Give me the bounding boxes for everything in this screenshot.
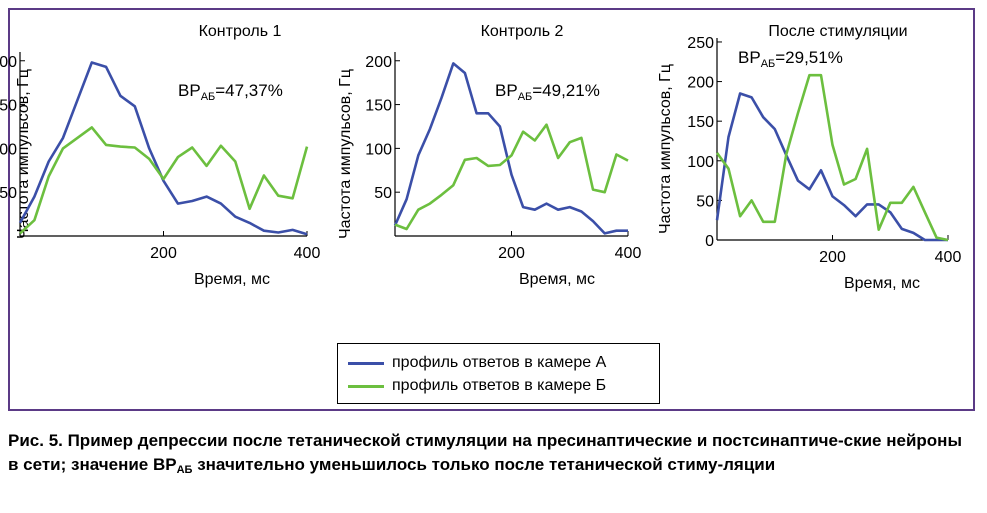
chart2-ytick-label-200: 200 [365, 54, 392, 71]
legend-label-a: профиль ответов в камере А [392, 354, 607, 371]
chart2-series-b-line [394, 123, 629, 231]
legend-swatch-a [348, 361, 384, 365]
chart2-ytick-label-100: 100 [365, 141, 392, 158]
chart2-xtick-label-400: 400 [615, 245, 642, 262]
chart3-ylabel: Частота импульсов, Гц [657, 64, 674, 234]
chart3-ytick-label-200: 200 [687, 75, 714, 92]
chart2-ytick-label-150: 150 [365, 98, 392, 115]
chart2-ytick-label-50: 50 [374, 185, 392, 202]
chart3-xtick-label-400: 400 [935, 249, 962, 266]
legend-item-b: профиль ответов в камере Б [348, 376, 606, 396]
chart2-annotation: ВРАБ=49,21% [495, 81, 600, 103]
legend-label-b: профиль ответов в камере Б [392, 377, 607, 394]
caption-text-1: Рис. 5. Пример депрессии после тетаничес… [8, 431, 962, 474]
caption-subscript: АБ [176, 464, 193, 476]
legend-item-a: профиль ответов в камере А [348, 353, 606, 373]
chart1-title: Контроль 1 [199, 23, 282, 40]
legend: профиль ответов в камере А профиль ответ… [337, 343, 660, 404]
chart3-xtick-label-200: 200 [819, 249, 846, 266]
chart3-title: После стимуляции [768, 23, 907, 40]
chart3-ytick-label-100: 100 [687, 154, 714, 171]
chart3-ytick-label-250: 250 [687, 35, 714, 52]
chart1-series-b-line [19, 126, 309, 235]
chart3-ytick-label-50: 50 [696, 193, 714, 210]
chart1-ytick-label-200: 200 [0, 54, 17, 71]
chart1-series-a-line [18, 61, 308, 236]
chart1-xtick-label-400: 400 [294, 245, 321, 262]
chart2-ylabel: Частота импульсов, Гц [337, 69, 354, 239]
caption-text-2: значительно уменьшилось только после тет… [192, 455, 776, 474]
chart2-xtick-label-200: 200 [498, 245, 525, 262]
chart1-xlabel: Время, мс [194, 271, 270, 288]
chart1-ylabel: Частота импульсов, Гц [15, 69, 32, 239]
chart3-ytick-label-150: 150 [687, 114, 714, 131]
chart3-series-b-line [715, 73, 949, 242]
chart2-xlabel: Время, мс [519, 271, 595, 288]
chart3-ytick-label-0: 0 [705, 233, 714, 250]
chart2-title: Контроль 2 [481, 23, 564, 40]
chart3-series-a-line [715, 92, 948, 242]
chart1-ytick-label-50: 50 [0, 185, 17, 202]
chart1-annotation: ВРАБ=47,37% [178, 81, 283, 103]
chart1-xtick-label-200: 200 [150, 245, 177, 262]
chart2-series-a-line [393, 62, 628, 235]
figure-caption: Рис. 5. Пример депрессии после тетаничес… [8, 429, 976, 482]
chart1-ytick-label-100: 100 [0, 141, 17, 158]
chart3-annotation: ВРАБ=29,51% [738, 48, 843, 70]
chart3-xlabel: Время, мс [844, 275, 920, 292]
chart1-ytick-label-150: 150 [0, 98, 17, 115]
legend-swatch-b [348, 384, 384, 388]
